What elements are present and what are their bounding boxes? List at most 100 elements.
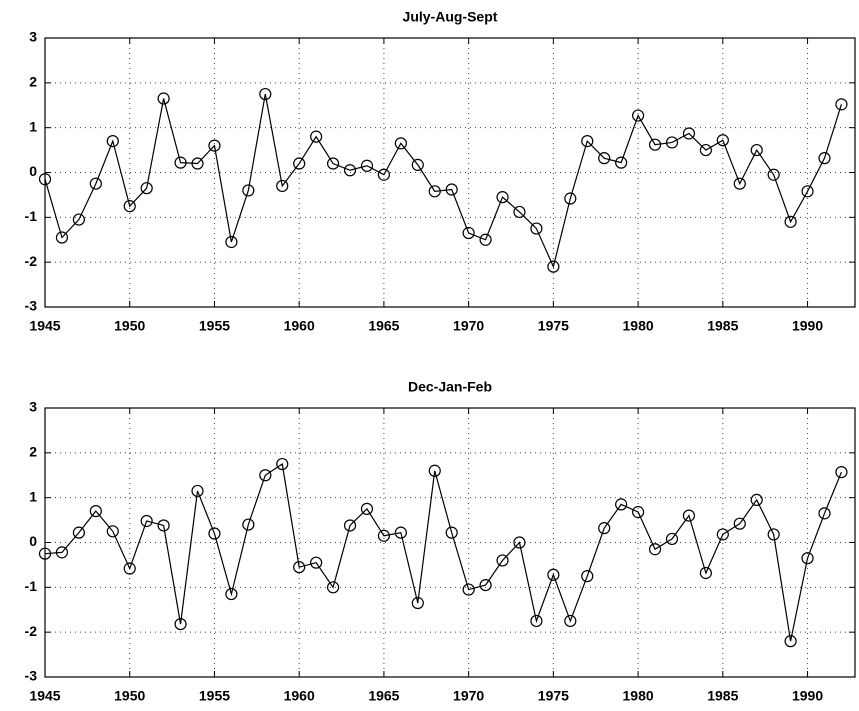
point-marker <box>547 568 560 581</box>
point-marker <box>547 260 560 273</box>
point-marker <box>615 156 628 169</box>
plot-frame <box>44 407 856 678</box>
point-marker <box>648 138 662 151</box>
y-tick-label: 1 <box>29 488 37 504</box>
point-marker <box>598 152 611 165</box>
point-marker <box>157 519 170 532</box>
point-marker <box>699 143 712 157</box>
x-tick-label: 1945 <box>29 318 60 334</box>
y-tick-label: 3 <box>29 29 37 45</box>
point-marker <box>38 173 52 186</box>
point-marker <box>242 184 255 197</box>
point-marker <box>72 526 85 539</box>
point-marker <box>55 546 69 559</box>
point-marker <box>38 547 52 560</box>
x-tick-label: 1965 <box>368 688 399 704</box>
point-marker <box>801 185 814 198</box>
x-tick-label: 1980 <box>623 318 654 334</box>
x-tick-label: 1960 <box>284 318 315 334</box>
chart-title: July-Aug-Sept <box>403 9 498 25</box>
x-tick-label: 1945 <box>29 688 60 704</box>
x-tick-label: 1975 <box>538 688 569 704</box>
point-marker <box>310 130 323 143</box>
x-tick-label: 1970 <box>453 688 484 704</box>
point-marker <box>513 536 526 549</box>
x-tick-label: 1985 <box>707 318 738 334</box>
point-marker <box>225 235 238 249</box>
point-marker <box>784 635 797 648</box>
y-tick-label: 0 <box>29 533 37 549</box>
point-marker <box>682 127 696 140</box>
point-marker <box>530 222 543 235</box>
point-marker <box>310 556 323 569</box>
x-tick-label: 1960 <box>284 688 315 704</box>
point-marker <box>191 484 204 498</box>
point-marker <box>615 498 628 511</box>
y-tick-label: -2 <box>25 623 38 639</box>
point-marker <box>326 581 340 594</box>
point-marker <box>665 532 679 546</box>
point-marker <box>208 527 221 540</box>
point-marker <box>598 522 611 535</box>
point-marker <box>394 137 407 150</box>
y-tick-label: -1 <box>25 578 38 594</box>
point-marker <box>394 526 407 539</box>
point-marker <box>784 215 797 228</box>
point-marker <box>293 157 306 170</box>
point-marker <box>343 519 357 532</box>
point-marker <box>428 464 441 477</box>
point-marker <box>89 505 102 518</box>
point-marker <box>377 529 391 542</box>
point-marker <box>140 514 153 528</box>
x-tick-label: 1985 <box>707 688 738 704</box>
point-marker <box>343 164 357 177</box>
point-marker <box>360 159 374 172</box>
point-marker <box>733 177 746 190</box>
point-marker <box>496 191 509 204</box>
point-marker <box>428 185 441 198</box>
x-tick-label: 1955 <box>199 318 230 334</box>
point-marker <box>157 92 170 105</box>
point-marker <box>123 562 136 575</box>
point-marker <box>191 157 204 170</box>
point-marker <box>72 213 85 226</box>
y-tick-label: -2 <box>25 253 38 269</box>
point-marker <box>767 168 780 181</box>
y-tick-label: 2 <box>29 74 37 90</box>
point-marker <box>665 136 679 149</box>
point-marker <box>581 570 594 583</box>
point-marker <box>767 528 780 541</box>
point-marker <box>530 614 543 628</box>
x-tick-label: 1980 <box>623 688 654 704</box>
point-marker <box>479 578 492 592</box>
point-marker <box>208 139 221 152</box>
point-marker <box>750 493 763 507</box>
y-tick-label: 2 <box>29 444 37 460</box>
point-marker <box>225 587 238 601</box>
point-marker <box>479 233 492 246</box>
point-marker <box>462 583 475 596</box>
point-marker <box>276 457 289 471</box>
point-marker <box>106 135 119 148</box>
x-tick-label: 1990 <box>792 688 823 704</box>
y-tick-label: -3 <box>25 298 38 314</box>
point-marker <box>326 157 340 170</box>
series-line <box>44 463 842 642</box>
point-marker <box>140 182 153 195</box>
point-marker <box>174 156 187 169</box>
point-marker <box>360 502 374 515</box>
point-marker <box>377 168 391 181</box>
y-tick-label: -3 <box>25 668 38 684</box>
point-marker <box>276 179 289 193</box>
point-marker <box>835 466 848 479</box>
point-marker <box>123 200 136 213</box>
point-marker <box>496 554 509 567</box>
point-marker <box>513 205 526 219</box>
x-tick-label: 1950 <box>114 318 145 334</box>
x-tick-label: 1975 <box>538 318 569 334</box>
point-marker <box>581 135 594 148</box>
point-marker <box>259 469 272 482</box>
point-marker <box>293 561 306 574</box>
point-marker <box>631 109 645 122</box>
point-marker <box>733 517 746 530</box>
